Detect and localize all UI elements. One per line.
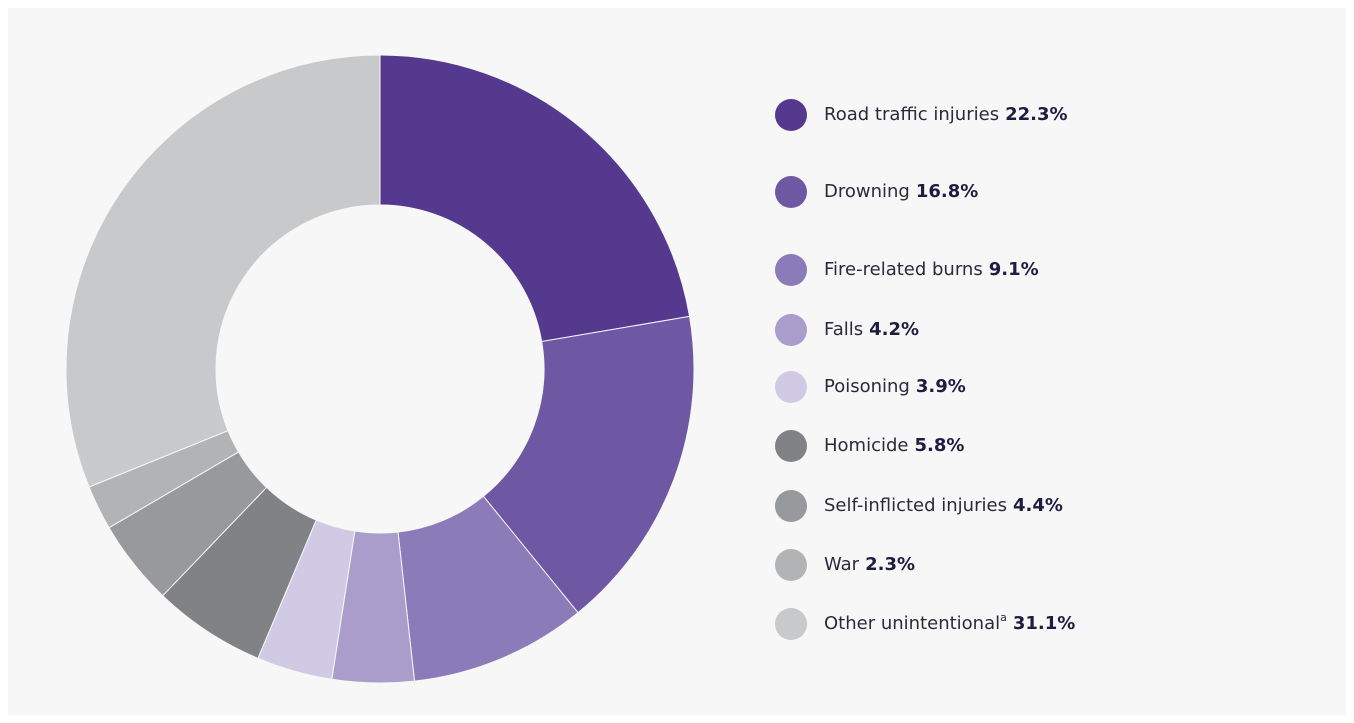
legend-label: Self-inflicted injuries 4.4% bbox=[824, 495, 1063, 516]
legend-superscript: a bbox=[1000, 611, 1007, 624]
legend-value: 4.4% bbox=[1013, 495, 1063, 516]
legend-label: Homicide 5.8% bbox=[824, 435, 964, 456]
legend-swatch bbox=[775, 176, 807, 208]
donut-slice bbox=[379, 54, 691, 343]
legend-name: Homicide bbox=[824, 435, 908, 456]
legend-value: 5.8% bbox=[914, 435, 964, 456]
donut-slice bbox=[65, 54, 381, 488]
legend-name: Road traffic injuries bbox=[824, 104, 999, 125]
legend-label: Other unintentionala 31.1% bbox=[824, 611, 1075, 634]
legend-value: 31.1% bbox=[1013, 613, 1075, 634]
legend-swatch bbox=[775, 430, 807, 462]
donut-slice bbox=[482, 315, 695, 614]
legend-value: 22.3% bbox=[1005, 104, 1067, 125]
legend-swatch bbox=[775, 254, 807, 286]
legend-swatch bbox=[775, 314, 807, 346]
legend-swatch bbox=[775, 549, 807, 581]
legend-label: Fire-related burns 9.1% bbox=[824, 259, 1039, 280]
legend-name: Falls bbox=[824, 319, 863, 340]
legend-swatch bbox=[775, 371, 807, 403]
legend-name: Drowning bbox=[824, 181, 910, 202]
legend-label: Road traffic injuries 22.3% bbox=[824, 104, 1068, 125]
legend-label: War 2.3% bbox=[824, 554, 915, 575]
legend-value: 9.1% bbox=[989, 259, 1039, 280]
legend-name: Other unintentional bbox=[824, 613, 1000, 634]
legend-value: 16.8% bbox=[916, 181, 978, 202]
legend-value: 3.9% bbox=[916, 376, 966, 397]
legend-swatch bbox=[775, 490, 807, 522]
legend-name: Fire-related burns bbox=[824, 259, 983, 280]
legend-value: 4.2% bbox=[869, 319, 919, 340]
legend-swatch bbox=[775, 608, 807, 640]
legend-label: Drowning 16.8% bbox=[824, 181, 978, 202]
legend-label: Poisoning 3.9% bbox=[824, 376, 966, 397]
legend-swatch bbox=[775, 99, 807, 131]
legend-value: 2.3% bbox=[865, 554, 915, 575]
legend-name: Self-inflicted injuries bbox=[824, 495, 1007, 516]
legend-name: Poisoning bbox=[824, 376, 910, 397]
legend-name: War bbox=[824, 554, 860, 575]
legend-label: Falls 4.2% bbox=[824, 319, 919, 340]
